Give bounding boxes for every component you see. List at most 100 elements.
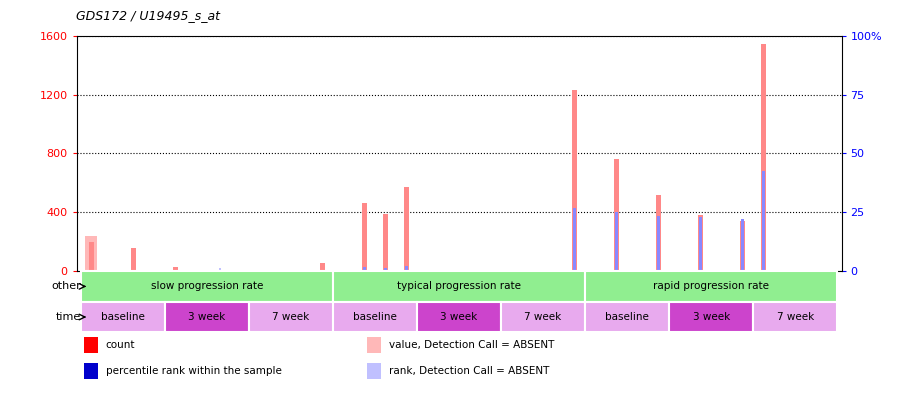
Text: rapid progression rate: rapid progression rate — [653, 282, 770, 291]
Bar — [341, 270, 346, 271]
Bar — [408, 270, 410, 271]
Bar — [765, 270, 768, 271]
Bar — [576, 270, 579, 271]
Bar — [282, 270, 284, 271]
Bar — [501, 302, 585, 332]
Bar — [174, 270, 176, 271]
Bar — [551, 270, 556, 271]
Bar — [236, 270, 241, 271]
Bar — [365, 270, 368, 271]
Bar — [404, 187, 410, 271]
Bar — [491, 270, 494, 271]
Bar — [597, 270, 599, 271]
Bar — [639, 270, 642, 271]
Bar — [367, 364, 381, 379]
Bar — [191, 270, 202, 271]
Bar — [81, 302, 165, 332]
Bar — [81, 271, 333, 302]
Bar — [198, 270, 200, 271]
Bar — [695, 270, 707, 271]
Bar — [698, 215, 703, 271]
Bar — [569, 270, 580, 271]
Bar — [299, 270, 304, 271]
Bar — [508, 270, 514, 271]
Bar — [488, 270, 493, 271]
Bar — [450, 270, 453, 271]
Text: rank, Detection Call = ABSENT: rank, Detection Call = ABSENT — [389, 366, 549, 376]
Bar — [130, 248, 136, 271]
Bar — [358, 270, 370, 271]
Bar — [400, 270, 412, 271]
Text: other: other — [51, 282, 81, 291]
Bar — [422, 270, 433, 271]
Bar — [148, 270, 160, 271]
Text: baseline: baseline — [605, 312, 649, 322]
Bar — [572, 90, 577, 271]
Text: value, Detection Call = ABSENT: value, Detection Call = ABSENT — [389, 340, 554, 350]
Bar — [90, 270, 93, 271]
Bar — [428, 270, 431, 271]
Bar — [786, 270, 788, 271]
Bar — [585, 302, 670, 332]
Bar — [248, 302, 333, 332]
Text: typical progression rate: typical progression rate — [397, 282, 521, 291]
Text: GDS172 / U19495_s_at: GDS172 / U19495_s_at — [76, 9, 220, 22]
Bar — [807, 270, 810, 271]
Bar — [513, 270, 516, 271]
Bar — [317, 270, 328, 271]
Bar — [151, 270, 157, 271]
Bar — [345, 270, 347, 271]
Bar — [800, 270, 812, 271]
Text: slow progression rate: slow progression rate — [150, 282, 263, 291]
Bar — [716, 270, 727, 271]
Bar — [761, 44, 767, 271]
Bar — [471, 270, 473, 271]
Text: baseline: baseline — [101, 312, 145, 322]
Bar — [758, 270, 770, 271]
Bar — [367, 337, 381, 353]
Bar — [614, 159, 619, 271]
Bar — [803, 270, 808, 271]
Bar — [446, 270, 451, 271]
Bar — [467, 270, 472, 271]
Bar — [657, 216, 660, 271]
Bar — [93, 270, 95, 271]
Bar — [753, 302, 837, 332]
Bar — [215, 270, 220, 271]
Bar — [425, 270, 430, 271]
Bar — [111, 270, 113, 271]
Bar — [173, 267, 178, 271]
Bar — [239, 270, 242, 271]
Text: 3 week: 3 week — [693, 312, 730, 322]
Bar — [261, 270, 263, 271]
Bar — [320, 263, 325, 271]
Bar — [824, 270, 830, 271]
Bar — [618, 270, 620, 271]
Bar — [554, 270, 557, 271]
Bar — [779, 270, 790, 271]
Bar — [212, 270, 223, 271]
Bar — [302, 270, 305, 271]
Bar — [674, 270, 686, 271]
Bar — [590, 270, 601, 271]
Bar — [485, 270, 496, 271]
Bar — [274, 270, 286, 271]
Bar — [333, 302, 417, 332]
Bar — [132, 270, 134, 271]
Text: 3 week: 3 week — [440, 312, 478, 322]
Text: 7 week: 7 week — [525, 312, 562, 322]
Bar — [506, 270, 518, 271]
Bar — [254, 270, 266, 271]
Bar — [635, 270, 640, 271]
Bar — [169, 270, 181, 271]
Bar — [681, 270, 683, 271]
Bar — [737, 270, 749, 271]
Bar — [742, 219, 744, 271]
Bar — [333, 271, 585, 302]
Bar — [364, 267, 365, 271]
Bar — [85, 364, 98, 379]
Bar — [156, 270, 158, 271]
Bar — [656, 194, 662, 271]
Bar — [652, 270, 664, 271]
Bar — [443, 270, 454, 271]
